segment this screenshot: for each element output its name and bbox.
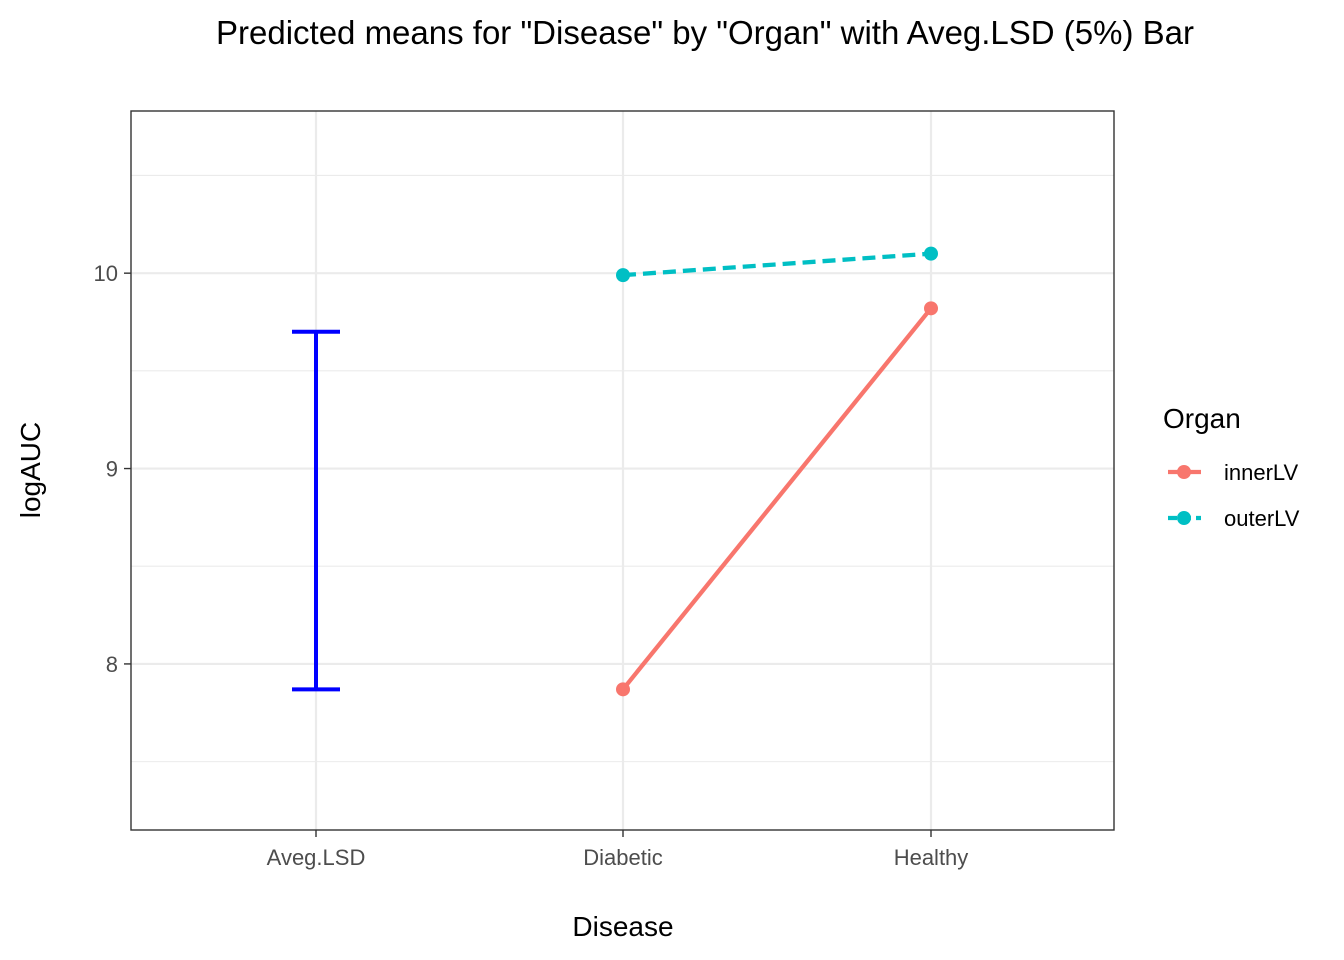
series-points (616, 246, 938, 697)
legend: Organ innerLV outerLV (1163, 403, 1300, 531)
x-axis: Aveg.LSD Diabetic Healthy (267, 830, 969, 870)
x-axis-title: Disease (572, 911, 673, 942)
x-tick-label: Diabetic (583, 845, 662, 870)
lsd-bar (292, 329, 340, 692)
y-axis: 8 9 10 (94, 261, 131, 677)
series-line-innerLV (621, 306, 933, 691)
legend-item-innerLV: innerLV (1168, 460, 1299, 485)
y-tick-label: 10 (94, 261, 118, 286)
y-axis-title: logAUC (15, 422, 46, 518)
x-tick-label: Healthy (894, 845, 969, 870)
data-point-innerLV (616, 682, 630, 697)
y-tick-label: 9 (106, 457, 118, 482)
series-line-outerLV (622, 251, 932, 278)
series-lines (621, 251, 933, 691)
legend-label: innerLV (1224, 460, 1299, 485)
y-tick-label: 8 (106, 652, 118, 677)
chart-title: Predicted means for "Disease" by "Organ"… (216, 14, 1194, 51)
legend-key-point (1177, 511, 1191, 525)
data-point-outerLV (616, 268, 630, 283)
legend-item-outerLV: outerLV (1168, 506, 1300, 531)
x-tick-label: Aveg.LSD (267, 845, 366, 870)
data-point-innerLV (924, 301, 938, 316)
plot-area (130, 110, 1115, 831)
legend-key-point (1177, 465, 1191, 479)
legend-label: outerLV (1224, 506, 1300, 531)
legend-title: Organ (1163, 403, 1241, 434)
data-point-outerLV (924, 246, 938, 261)
legend-items: innerLV outerLV (1168, 460, 1300, 531)
